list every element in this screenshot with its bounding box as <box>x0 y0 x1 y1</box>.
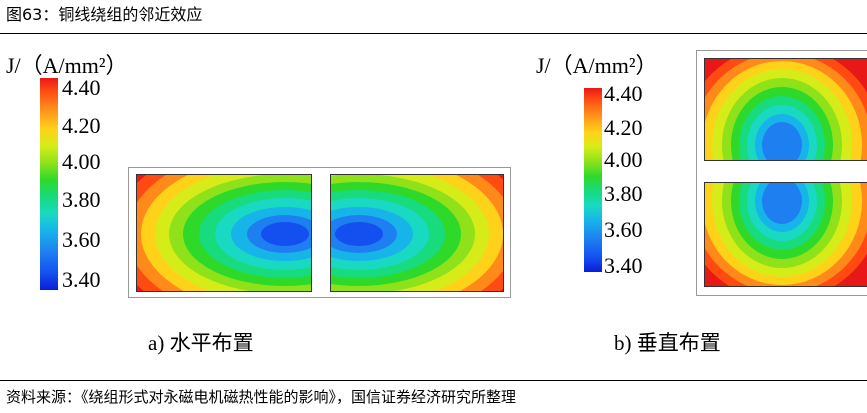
colorbar-right <box>584 88 602 272</box>
tick-4-40-left: 4.40 <box>62 75 101 100</box>
conductor-bottom-contour <box>704 182 867 287</box>
tick-4-40-right: 4.40 <box>604 81 643 106</box>
top-divider <box>0 33 867 34</box>
tick-3-60-left: 3.60 <box>62 227 101 252</box>
legend-unit-label-left: J/（A/mm²） <box>6 53 128 78</box>
tick-3-80-left: 3.80 <box>62 187 101 212</box>
conductor-right-contour <box>330 174 504 292</box>
caption-vertical-arrangement: b) 垂直布置 <box>614 331 721 355</box>
conductor-left-contour <box>136 174 312 292</box>
tick-3-40-right: 3.40 <box>604 253 643 278</box>
tick-4-00-left: 4.00 <box>62 149 101 174</box>
source-note: 资料来源：《绕组形式对永磁电机磁热性能的影响》，国信证券经济研究所整理 <box>6 388 517 406</box>
tick-4-00-right: 4.00 <box>604 147 643 172</box>
tick-3-80-right: 3.80 <box>604 181 643 206</box>
tick-3-60-right: 3.60 <box>604 217 643 242</box>
tick-4-20-left: 4.20 <box>62 113 101 138</box>
caption-horizontal-arrangement: a) 水平布置 <box>148 331 254 355</box>
legend-unit-label-right: J/（A/mm²） <box>536 53 658 78</box>
figure-title: 图63：铜线绕组的邻近效应 <box>6 5 203 24</box>
colorbar-left <box>40 78 58 290</box>
conductor-top-contour <box>704 58 867 161</box>
bottom-divider <box>0 380 867 381</box>
tick-3-40-left: 3.40 <box>62 267 101 292</box>
tick-4-20-right: 4.20 <box>604 115 643 140</box>
